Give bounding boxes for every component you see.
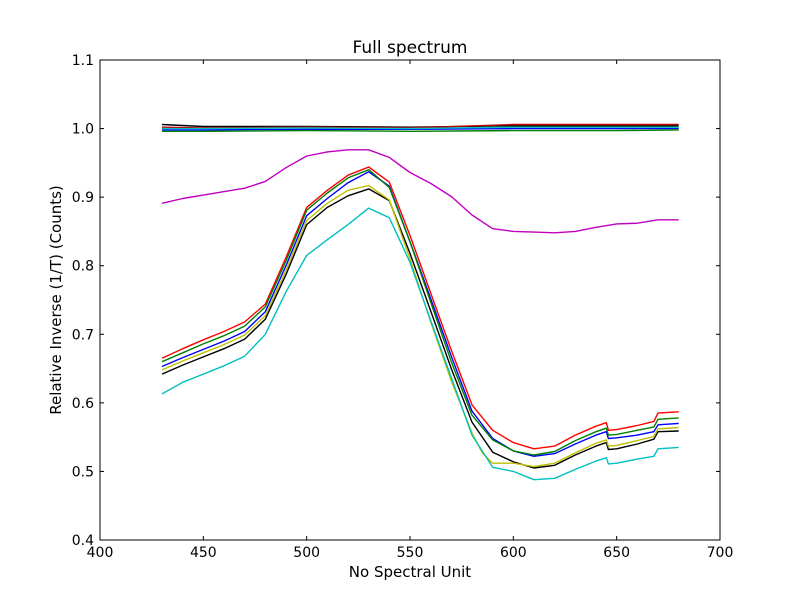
x-tick-label: 700 [707,545,734,561]
series-line [161,168,679,456]
x-axis-label: No Spectral Unit [349,563,472,581]
y-tick-label: 0.4 [72,533,94,549]
series-line [161,207,679,481]
x-tick-label: 500 [293,545,320,561]
x-tick-label: 400 [87,545,114,561]
x-tick-label: 450 [190,545,217,561]
x-tick-label: 600 [500,545,527,561]
series-line [162,126,679,130]
series-line [162,129,679,133]
axis-ticks: 400 450 500 550 600 650 700 0.4 0.5 0.6 0.7 0.8 0.9 1… [72,53,734,561]
series-line [162,127,679,131]
y-tick-label: 0.9 [72,190,94,206]
series-line [161,149,679,234]
y-tick-label: 1.0 [72,122,94,138]
x-tick-label: 650 [603,545,630,561]
y-tick-label: 0.8 [72,259,94,275]
chart-title: Full spectrum [353,38,468,58]
y-axis-label: Relative Inverse (1/T) (Counts) [47,185,65,415]
series-line [161,166,679,450]
x-tick-label: 550 [397,545,424,561]
series-line [161,188,679,469]
series-line [161,171,679,457]
series-lines [161,123,679,481]
y-tick-label: 0.5 [72,464,94,480]
y-tick-label: 0.7 [72,327,94,343]
y-tick-label: 0.6 [72,396,94,412]
y-tick-label: 1.1 [72,53,94,69]
